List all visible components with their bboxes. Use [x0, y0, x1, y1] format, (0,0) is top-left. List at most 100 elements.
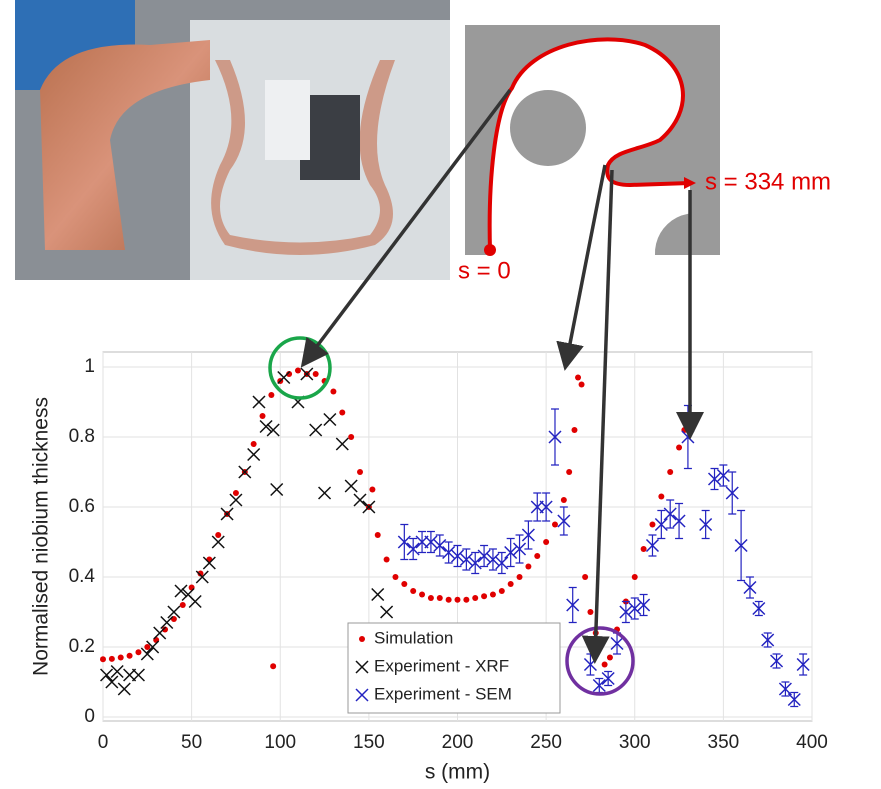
x-marker	[433, 538, 447, 553]
x-marker	[645, 538, 660, 553]
dot-marker	[270, 663, 277, 670]
dot-marker	[339, 409, 346, 416]
dot-marker	[250, 441, 257, 447]
x-marker	[105, 675, 119, 689]
x-marker	[699, 517, 713, 532]
x-marker	[259, 419, 273, 434]
x-marker	[247, 447, 261, 462]
x-marker	[335, 437, 349, 451]
dot-marker	[144, 644, 151, 650]
dot-marker	[631, 574, 638, 580]
dot-marker	[498, 588, 505, 594]
x-tick-label: 300	[619, 732, 651, 753]
x-marker	[406, 542, 420, 556]
dot-marker	[445, 596, 452, 603]
x-marker	[672, 514, 686, 528]
dot-marker	[215, 532, 222, 538]
x-tick-label: 250	[530, 732, 562, 753]
dot-marker	[374, 532, 381, 538]
dot-marker	[551, 521, 558, 528]
x-marker	[424, 535, 438, 549]
dot-marker	[575, 374, 582, 381]
x-tick-label: 150	[353, 732, 385, 753]
x-marker	[725, 486, 739, 500]
x-tick-label: 200	[442, 732, 474, 753]
geometry-diagram: s = 334 mm s = 0	[458, 25, 831, 284]
dot-marker	[179, 602, 186, 608]
dot-marker	[667, 469, 674, 475]
legend-marker	[359, 636, 365, 642]
x-marker	[353, 493, 367, 507]
x-marker	[318, 486, 332, 500]
dot-marker	[566, 469, 573, 475]
callouts	[268, 88, 704, 696]
y-tick-label: 1	[84, 356, 95, 377]
y-tick-label: 0.8	[69, 426, 95, 447]
x-marker	[796, 657, 810, 672]
dot-marker	[472, 595, 479, 601]
x-marker	[628, 601, 642, 616]
x-marker	[752, 601, 766, 616]
y-tick-label: 0.2	[69, 636, 95, 657]
x-marker	[654, 517, 668, 532]
x-marker	[566, 598, 580, 612]
dot-marker	[108, 655, 115, 662]
x-marker	[131, 668, 145, 682]
x-marker	[220, 507, 234, 521]
dot-marker	[436, 595, 443, 601]
dot-marker	[162, 626, 169, 633]
x-marker	[323, 412, 337, 427]
x-marker	[174, 584, 188, 598]
x-marker	[548, 430, 562, 444]
x-marker	[153, 626, 167, 640]
x-tick-label: 100	[264, 732, 296, 753]
x-marker	[362, 500, 376, 514]
x-marker	[252, 395, 266, 409]
y-tick-label: 0.4	[69, 566, 96, 587]
dot-marker	[582, 574, 589, 580]
dot-marker	[135, 649, 142, 656]
x-marker	[450, 549, 465, 563]
x-marker	[521, 528, 535, 542]
x-marker	[486, 552, 500, 567]
x-marker	[707, 472, 722, 486]
dot-marker	[489, 591, 496, 598]
dot-marker	[312, 371, 319, 377]
x-marker	[188, 594, 202, 609]
dot-marker	[419, 591, 426, 598]
dot-marker	[117, 654, 124, 661]
x-marker	[504, 545, 518, 560]
x-marker	[459, 552, 473, 567]
dot-marker	[268, 392, 275, 398]
x-marker	[371, 587, 385, 602]
dot-marker	[100, 656, 106, 663]
x-marker	[513, 542, 527, 556]
x-marker	[160, 615, 174, 630]
x-marker	[202, 556, 216, 570]
x-marker	[146, 640, 160, 654]
x-marker	[663, 507, 677, 521]
x-marker	[300, 367, 314, 381]
x-axis-label: s (mm)	[425, 761, 490, 784]
dot-marker	[232, 490, 239, 496]
dot-marker	[410, 588, 417, 594]
x-marker	[610, 636, 624, 651]
dot-marker	[126, 652, 133, 659]
dot-marker	[286, 371, 293, 377]
dot-marker	[463, 596, 470, 603]
dot-marker	[571, 427, 578, 433]
dot-marker	[658, 493, 665, 500]
x-marker	[266, 423, 280, 437]
x-marker	[592, 678, 606, 693]
dot-marker	[596, 644, 603, 650]
x-marker	[539, 500, 553, 514]
x-marker	[778, 682, 792, 696]
dot-marker	[676, 444, 683, 451]
dot-marker	[259, 413, 266, 419]
y-axis-label: Normalised niobium thickness	[30, 397, 53, 676]
y-tick-label: 0.6	[69, 496, 95, 517]
x-marker	[619, 605, 633, 619]
x-marker	[761, 633, 775, 647]
x-marker	[238, 465, 252, 479]
dot-marker	[294, 367, 301, 374]
